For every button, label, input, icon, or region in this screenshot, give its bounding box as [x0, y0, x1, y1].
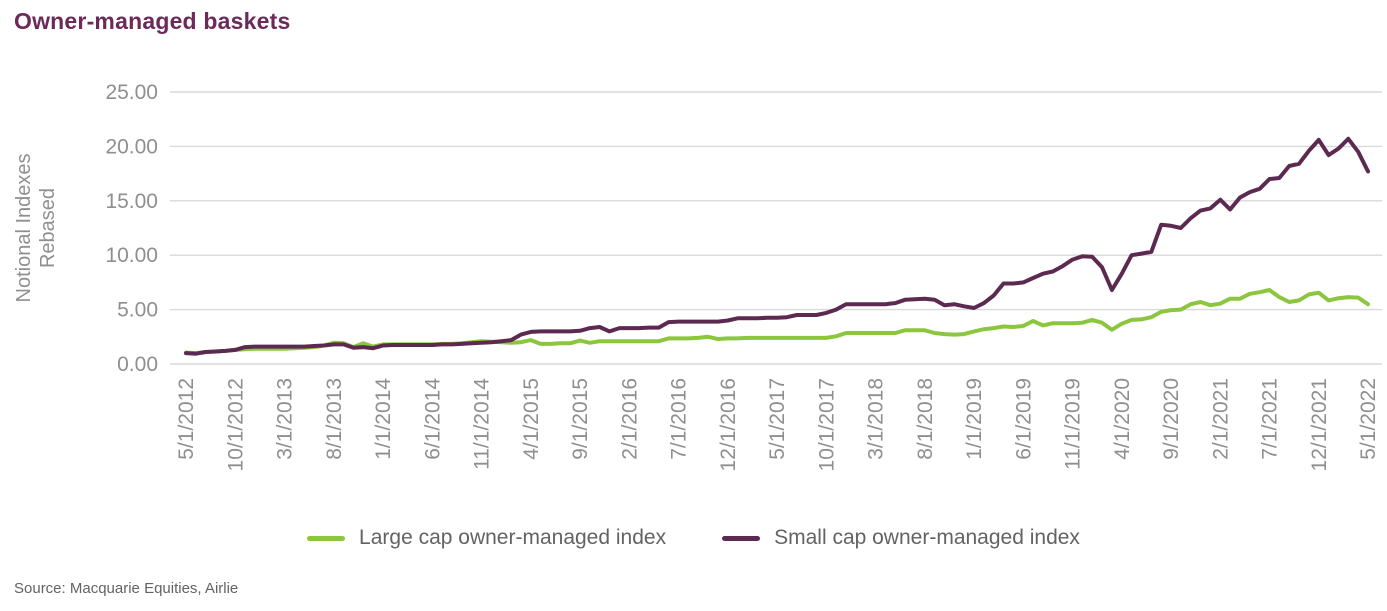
svg-text:7/1/2021: 7/1/2021 — [1259, 378, 1282, 460]
svg-text:10.00: 10.00 — [105, 244, 158, 267]
svg-text:3/1/2018: 3/1/2018 — [865, 378, 888, 460]
svg-text:Rebased: Rebased — [37, 188, 59, 268]
svg-text:5/1/2022: 5/1/2022 — [1357, 378, 1380, 460]
svg-text:11/1/2014: 11/1/2014 — [471, 378, 494, 470]
svg-text:3/1/2013: 3/1/2013 — [274, 378, 297, 460]
svg-text:4/1/2020: 4/1/2020 — [1111, 378, 1134, 460]
svg-text:7/1/2016: 7/1/2016 — [668, 378, 691, 460]
line-chart: 0.00 5.00 10.00 15.00 20.00 25.00 Notional Ind… — [13, 81, 1382, 471]
svg-text:20.00: 20.00 — [105, 135, 158, 158]
svg-text:9/1/2020: 9/1/2020 — [1160, 378, 1183, 460]
svg-text:10/1/2017: 10/1/2017 — [815, 378, 838, 471]
svg-text:5/1/2012: 5/1/2012 — [175, 378, 198, 460]
svg-text:10/1/2012: 10/1/2012 — [224, 378, 247, 471]
svg-text:9/1/2015: 9/1/2015 — [569, 378, 592, 460]
svg-text:6/1/2019: 6/1/2019 — [1012, 378, 1035, 460]
svg-text:Notional Indexes: Notional Indexes — [13, 154, 35, 303]
large-cap-line-swatch-icon — [307, 535, 346, 541]
svg-text:2/1/2021: 2/1/2021 — [1209, 378, 1232, 460]
svg-text:1/1/2019: 1/1/2019 — [963, 378, 986, 460]
svg-text:25.00: 25.00 — [105, 81, 158, 104]
legend-label-large-cap: Large cap owner-managed index — [359, 526, 667, 549]
svg-text:11/1/2019: 11/1/2019 — [1062, 378, 1085, 470]
svg-text:4/1/2015: 4/1/2015 — [520, 378, 543, 460]
svg-text:8/1/2018: 8/1/2018 — [914, 378, 937, 460]
svg-text:5.00: 5.00 — [117, 299, 158, 322]
chart-legend: Large cap owner-managed index Small cap … — [0, 526, 1387, 550]
svg-text:5/1/2017: 5/1/2017 — [766, 378, 789, 460]
svg-text:15.00: 15.00 — [105, 190, 158, 213]
source-note: Source: Macquarie Equities, Airlie — [14, 580, 239, 597]
svg-text:12/1/2016: 12/1/2016 — [717, 378, 740, 471]
legend-item-large-cap: Large cap owner-managed index — [307, 526, 666, 550]
svg-text:1/1/2014: 1/1/2014 — [372, 378, 395, 460]
svg-text:6/1/2014: 6/1/2014 — [421, 378, 444, 460]
svg-text:0.00: 0.00 — [117, 353, 158, 376]
small-cap-line-swatch-icon — [722, 535, 761, 541]
svg-text:8/1/2013: 8/1/2013 — [323, 378, 346, 460]
legend-label-small-cap: Small cap owner-managed index — [774, 526, 1080, 549]
svg-text:12/1/2021: 12/1/2021 — [1308, 378, 1331, 471]
chart-title: Owner-managed baskets — [14, 8, 291, 34]
legend-item-small-cap: Small cap owner-managed index — [722, 526, 1080, 550]
svg-text:2/1/2016: 2/1/2016 — [618, 378, 641, 460]
